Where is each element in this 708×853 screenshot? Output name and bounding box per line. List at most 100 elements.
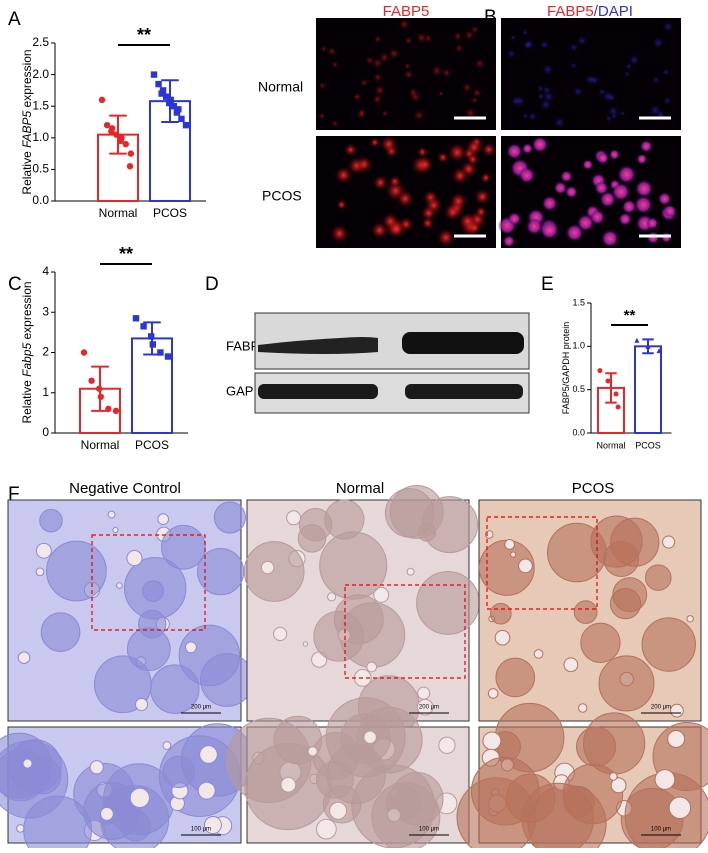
oocyte	[518, 558, 533, 574]
y-axis-label: FABP5/GAPDH protein	[561, 322, 571, 415]
panel-letter: C	[8, 274, 22, 295]
cell	[474, 58, 485, 69]
oocyte	[184, 641, 197, 654]
oocyte	[35, 542, 52, 559]
oocyte	[17, 651, 31, 664]
cell	[451, 167, 469, 185]
follicle	[142, 580, 164, 603]
y-tick-label: 3	[42, 304, 49, 318]
follicle	[598, 655, 655, 712]
cell	[506, 49, 516, 59]
cell	[373, 35, 382, 44]
cell	[590, 75, 600, 85]
oocyte	[286, 510, 302, 526]
follicle	[196, 548, 245, 596]
cell	[465, 138, 483, 156]
x-tick-label: Normal	[596, 440, 625, 450]
follicle	[39, 508, 63, 533]
cell	[528, 112, 538, 122]
y-tick-label: 1.0	[32, 130, 49, 144]
oocyte	[329, 801, 348, 820]
cell	[318, 81, 326, 90]
cell	[382, 212, 399, 230]
data-point	[645, 343, 651, 349]
cell	[415, 32, 428, 44]
oocyte	[662, 535, 676, 549]
follicle	[46, 540, 107, 602]
data-point	[615, 404, 621, 410]
oocyte	[327, 592, 337, 602]
data-point	[656, 348, 662, 354]
cell	[635, 179, 654, 198]
cell	[542, 195, 558, 212]
significance: **	[119, 244, 133, 264]
oocyte	[16, 824, 25, 833]
significance: **	[137, 25, 151, 45]
oocyte	[373, 586, 390, 603]
oocyte	[406, 567, 415, 576]
cell	[365, 56, 374, 65]
cell	[553, 116, 566, 129]
cell	[539, 40, 550, 50]
cell	[443, 203, 462, 221]
cell	[437, 228, 455, 247]
band	[405, 384, 523, 399]
y-label-part: Relative	[20, 377, 34, 424]
data-point	[103, 121, 111, 129]
cell	[437, 151, 449, 164]
band	[258, 384, 378, 399]
oocyte	[504, 538, 516, 550]
cell	[628, 54, 640, 66]
bar	[634, 345, 662, 435]
data-point	[88, 377, 95, 384]
y-tick-label: 0.5	[572, 384, 585, 394]
oocyte	[260, 560, 275, 575]
follicle	[495, 657, 536, 698]
oocyte	[199, 745, 218, 764]
oocyte	[510, 551, 517, 558]
data-point	[97, 393, 105, 400]
oocyte	[203, 816, 222, 835]
y-tick-label: 1.0	[572, 341, 585, 351]
y-tick-label: 0.0	[572, 427, 585, 437]
follicle	[580, 622, 621, 663]
cell	[447, 142, 467, 163]
cell	[388, 47, 400, 60]
y-label-part: Fabp5	[20, 343, 34, 377]
cell	[618, 212, 632, 226]
cell	[472, 87, 483, 98]
cell	[481, 142, 497, 157]
panel-letter: E	[541, 274, 554, 295]
column-title: FABP5/DAPI	[547, 3, 633, 20]
oocyte	[670, 703, 684, 718]
cell	[652, 36, 665, 49]
cell	[344, 143, 358, 157]
follicle	[23, 795, 93, 853]
cell	[522, 40, 533, 50]
cell	[464, 107, 477, 119]
follicle	[389, 485, 444, 539]
cell	[646, 231, 660, 245]
cell	[360, 78, 369, 87]
cell	[621, 199, 637, 214]
cell	[468, 221, 481, 234]
cell	[372, 175, 388, 191]
cell	[356, 156, 373, 173]
cell	[399, 217, 414, 232]
cell	[596, 152, 609, 165]
band	[258, 337, 378, 354]
oocyte	[129, 787, 150, 809]
fluorescence-image	[501, 18, 681, 130]
scale-label: 100 μm	[191, 827, 211, 833]
cell	[658, 192, 672, 206]
cell	[617, 165, 636, 184]
data-point	[157, 349, 164, 356]
title-red: FABP5	[547, 3, 594, 20]
oocyte	[157, 513, 170, 525]
cell	[421, 217, 434, 230]
cell	[601, 229, 619, 248]
x-tick-label: PCOS	[153, 206, 187, 220]
data-point	[126, 163, 134, 170]
cell	[466, 153, 479, 166]
